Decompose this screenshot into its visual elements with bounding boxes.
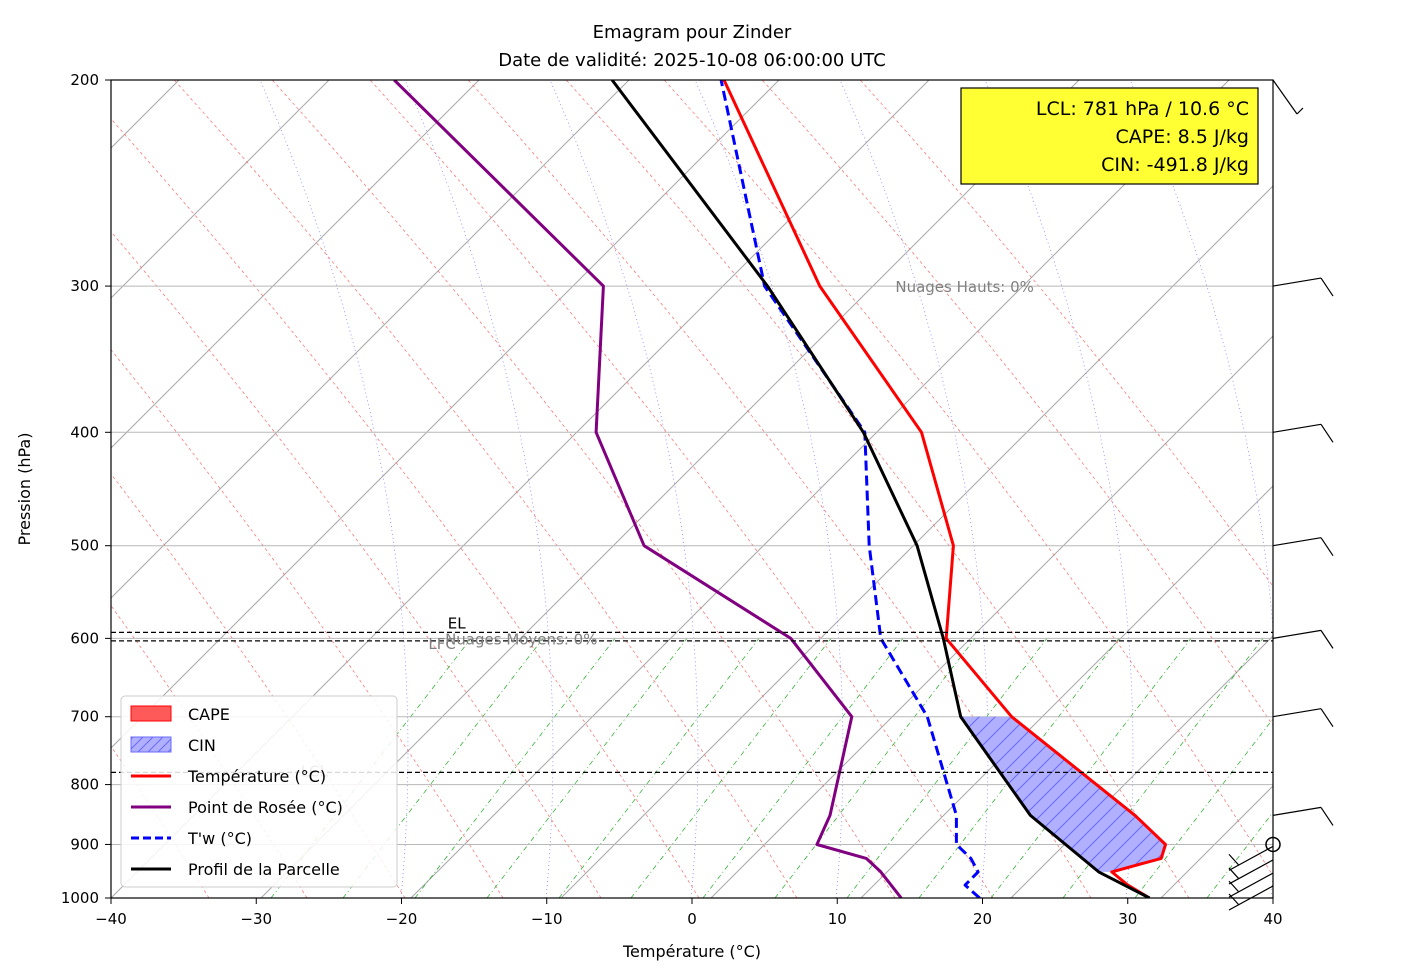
wind-barb (1272, 277, 1334, 297)
info-cin: CIN: -491.8 J/kg (1101, 154, 1249, 176)
wind-barbs (1228, 79, 1334, 911)
moist-adiabat (1266, 60, 1404, 898)
legend-label: Température (°C) (187, 767, 326, 786)
info-box: LCL: 781 hPa / 10.6 °C CAPE: 8.5 J/kg CI… (960, 87, 1259, 185)
dry-adiabat (0, 50, 13, 898)
legend-entry: Profil de la Parcelle (131, 860, 340, 879)
legend-swatch (130, 705, 172, 722)
dry-adiabat (111, 349, 504, 898)
legend-label: CAPE (188, 705, 230, 724)
x-tick-label: −30 (240, 910, 272, 928)
x-tick-label: −40 (95, 910, 127, 928)
isotherm-line (111, 80, 480, 449)
isotherm-line (560, 185, 1273, 898)
series-line-profil-de-la-parcelle (610, 80, 1151, 898)
legend-entry: CAPE (130, 705, 230, 724)
legend-label: CIN (188, 736, 216, 755)
cloud-annotation: Nuages Hauts: 0% (895, 278, 1034, 296)
legend-entry: Point de Rosée (°C) (131, 798, 343, 817)
isotherm-line (111, 80, 330, 299)
isotherm-line (1010, 635, 1273, 898)
x-axis-title: Température (°C) (622, 942, 761, 961)
level-lines: ELLFCLCLNuages Hauts: 0%Nuages Moyens: 0… (111, 278, 1273, 780)
legend-frame (120, 695, 398, 888)
legend-swatch (130, 736, 172, 753)
pressure-grid (111, 80, 1273, 898)
y-tick-label: 400 (70, 423, 99, 441)
level-label-lfc: LFC (428, 635, 455, 653)
legend-entry: Température (°C) (131, 767, 326, 786)
dry-adiabat (271, 80, 896, 898)
legend-entry: CIN (130, 736, 216, 755)
x-tick-label: −20 (386, 910, 418, 928)
info-lcl: LCL: 781 hPa / 10.6 °C (1036, 98, 1249, 120)
wind-barb (1272, 423, 1334, 443)
x-tick-label: 40 (1263, 910, 1282, 928)
y-tick-label: 600 (70, 629, 99, 647)
series-line-point-de-ros-e-c (393, 80, 903, 898)
x-tick-label: 10 (828, 910, 847, 928)
cloud-annotation: Nuages Moyens: 0% (445, 630, 597, 648)
dry-adiabat (369, 80, 994, 898)
wind-barb (1272, 629, 1334, 649)
wind-barb (1228, 845, 1274, 871)
profile-series (393, 80, 1167, 898)
dry-adiabat (111, 231, 602, 898)
isotherm-line (710, 335, 1273, 898)
y-axis: 1000 900 800 700 600 500 400 300 200 (61, 71, 111, 907)
y-tick-label: 900 (70, 835, 99, 853)
wind-barb (1272, 806, 1334, 826)
mixing-ratio-line (1279, 638, 1404, 898)
chart-subtitle: Date de validité: 2025-10-08 06:00:00 UT… (498, 50, 886, 71)
wind-barb (1272, 79, 1304, 115)
x-tick-label: 20 (973, 910, 992, 928)
wind-barb (1272, 708, 1334, 728)
cin-region (960, 716, 1166, 872)
wind-calm-symbol (1265, 836, 1281, 853)
y-tick-label: 500 (70, 537, 99, 555)
y-axis-title: Pression (hPa) (15, 433, 34, 546)
y-tick-label: 300 (70, 277, 99, 295)
dry-adiabat (111, 118, 700, 898)
info-box-background (960, 87, 1259, 185)
x-tick-label: 30 (1118, 910, 1137, 928)
y-tick-label: 1000 (61, 889, 99, 907)
isotherm-line (111, 80, 780, 749)
mixing-ratio-line (1351, 638, 1404, 898)
wind-barb (1272, 537, 1334, 557)
y-tick-label: 200 (70, 71, 99, 89)
series-line-temp-rature-c (722, 80, 1167, 898)
dry-adiabat (859, 80, 1273, 587)
x-tick-label: −10 (531, 910, 563, 928)
x-axis: −40 −30 −20 −10 0 10 20 30 40 (95, 898, 1283, 928)
isotherm-line (410, 80, 1230, 898)
y-tick-label: 800 (70, 776, 99, 794)
chart-title: Emagram pour Zinder (593, 22, 792, 43)
x-tick-label: 0 (687, 910, 697, 928)
legend: CAPE CIN Température (°C) Point de Rosée (°… (120, 695, 398, 888)
legend-label: Point de Rosée (°C) (188, 798, 343, 817)
dry-adiabat (173, 80, 798, 898)
isotherm-line (111, 80, 630, 599)
legend-entry: T'w (°C) (131, 829, 252, 848)
info-cape: CAPE: 8.5 J/kg (1116, 126, 1250, 148)
dry-adiabat (565, 80, 1190, 898)
cin-fill (960, 716, 1166, 872)
isotherm-line (1311, 80, 1404, 898)
legend-label: T'w (°C) (187, 829, 252, 848)
level-label-el: EL (448, 614, 466, 632)
dry-adiabat (761, 80, 1273, 727)
y-tick-label: 700 (70, 708, 99, 726)
legend-label: Profil de la Parcelle (188, 860, 340, 879)
dry-adiabat (663, 80, 1273, 877)
